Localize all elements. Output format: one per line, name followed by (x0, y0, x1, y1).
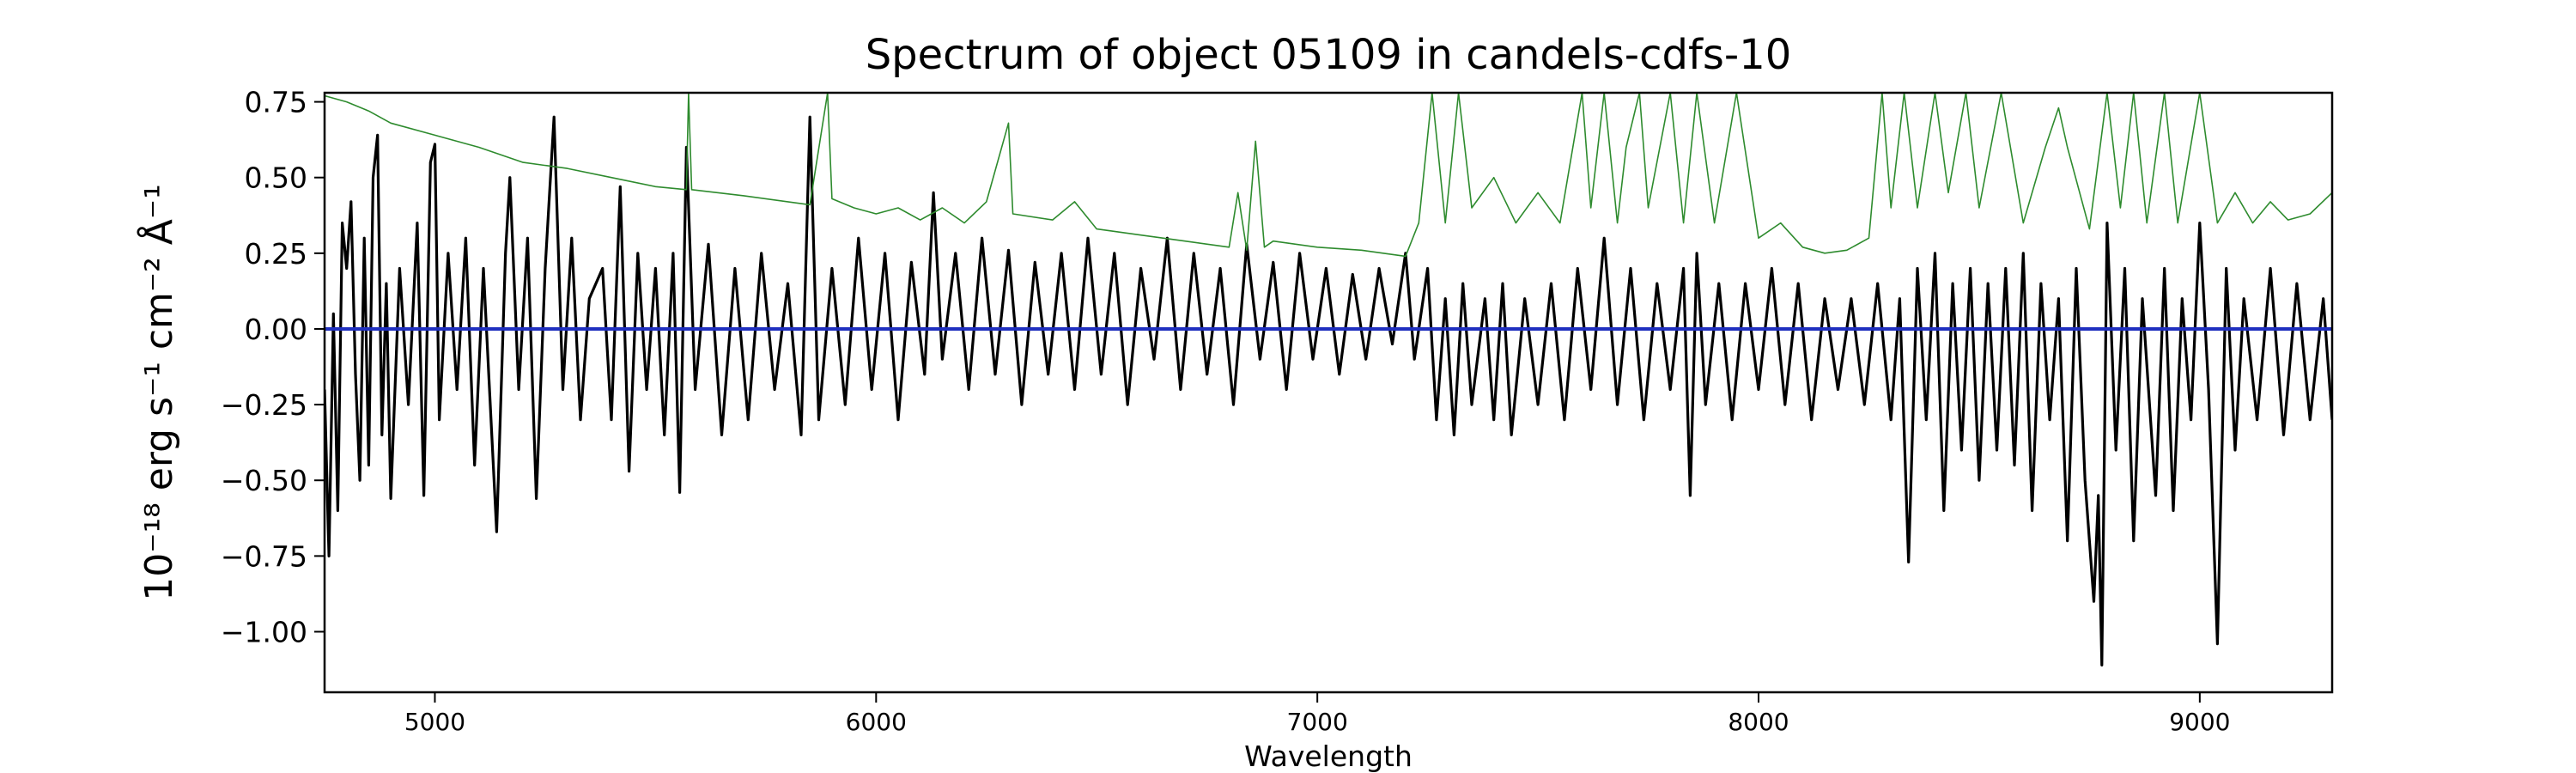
plot-frame (323, 91, 2334, 694)
y-tick-label: −0.25 (221, 388, 307, 422)
x-tick-label: 8000 (1728, 708, 1789, 736)
error-series-line (325, 93, 2332, 258)
x-tick-label: 5000 (404, 708, 465, 736)
y-tick-label: −0.75 (221, 539, 307, 573)
y-tick-label: 0.25 (245, 237, 307, 271)
x-axis-label: Wavelength (1244, 740, 1413, 773)
x-tick-label: 7000 (1287, 708, 1348, 736)
flux-series-line (325, 115, 2332, 666)
chart-title: Spectrum of object 05109 in candels-cdfs… (866, 31, 1792, 79)
x-axis: 5000 6000 7000 8000 9000 (404, 692, 2230, 736)
x-tick-label: 6000 (846, 708, 907, 736)
y-tick-label: 0.50 (245, 161, 307, 195)
y-axis: 0.75 0.50 0.25 0.00 −0.25 −0.50 −0.75 −1.00 (221, 86, 325, 648)
x-tick-label: 9000 (2169, 708, 2230, 736)
y-tick-label: 0.75 (245, 86, 307, 119)
y-tick-label: −1.00 (221, 615, 307, 648)
y-tick-label: −0.50 (221, 464, 307, 497)
y-axis-label: 10⁻¹⁸ erg s⁻¹ cm⁻² Å⁻¹ (136, 184, 181, 600)
y-tick-label: 0.00 (245, 313, 307, 346)
